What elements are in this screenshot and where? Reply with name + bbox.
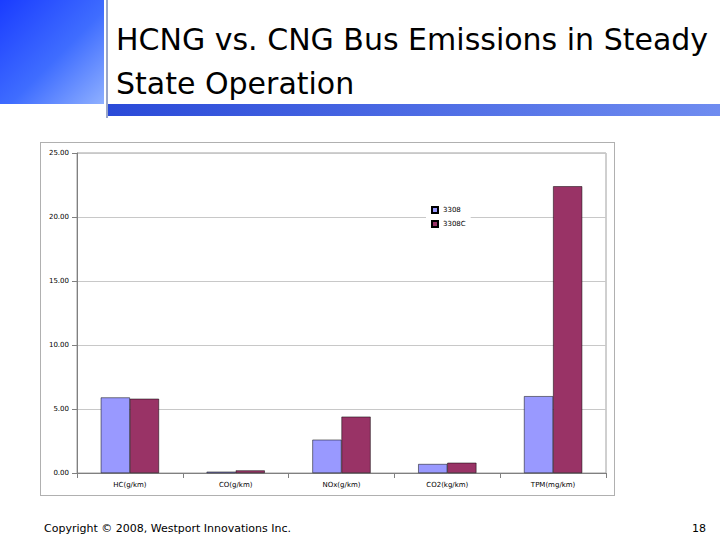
svg-text:CO(g/km): CO(g/km) xyxy=(219,481,253,489)
svg-text:15.00: 15.00 xyxy=(49,277,69,285)
svg-text:CO2(kg/km): CO2(kg/km) xyxy=(426,481,468,489)
html-text:18: 18 xyxy=(692,522,706,535)
svg-text:NOx(g/km): NOx(g/km) xyxy=(322,481,360,489)
html-text:Copyright © 2008, Westport Inn: Copyright © 2008, Westport Innovations I… xyxy=(44,522,291,535)
svg-text:HC(g/km): HC(g/km) xyxy=(113,481,147,489)
svg-text:0.00: 0.00 xyxy=(53,469,69,477)
svg-text:3308: 3308 xyxy=(443,206,461,214)
svg-text:5.00: 5.00 xyxy=(53,405,69,413)
svg-text:20.00: 20.00 xyxy=(49,213,69,221)
svg-text:TPM(mg/km): TPM(mg/km) xyxy=(530,481,576,489)
html-text:HCNG vs. CNG Bus Emissions in: HCNG vs. CNG Bus Emissions in Steady Sta… xyxy=(116,22,709,101)
svg-text:25.00: 25.00 xyxy=(49,149,69,157)
svg-text:10.00: 10.00 xyxy=(49,341,69,349)
svg-text:3308C: 3308C xyxy=(443,220,466,228)
